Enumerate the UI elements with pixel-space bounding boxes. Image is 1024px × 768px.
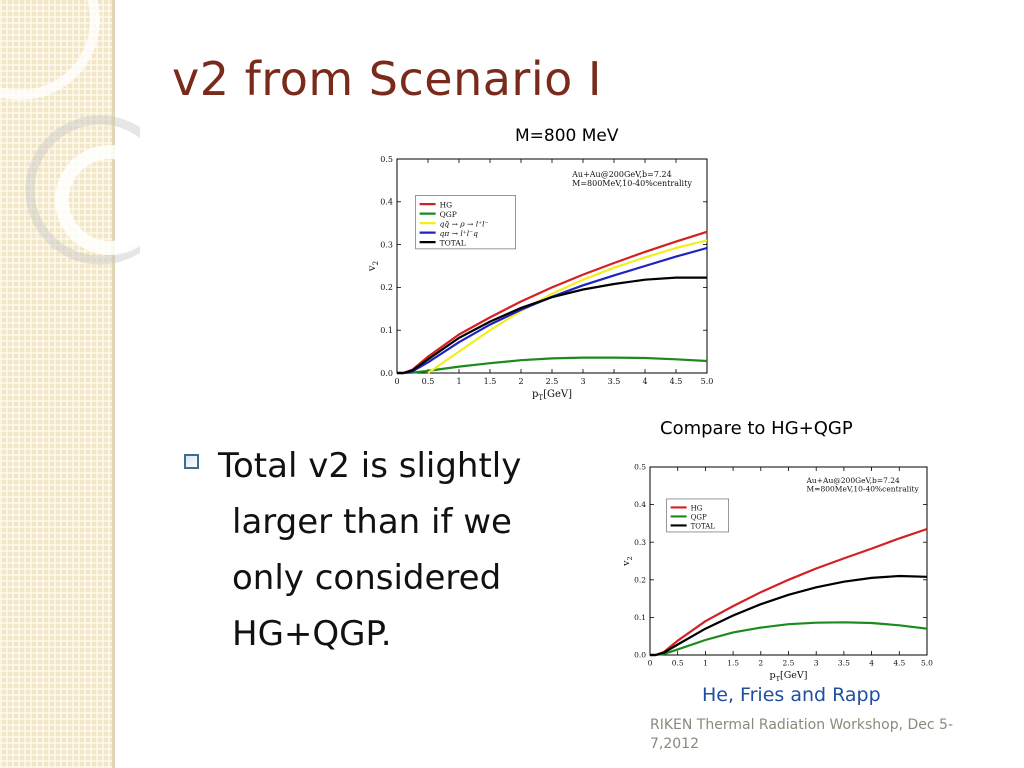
x-tick-label: 5.0 bbox=[701, 377, 714, 386]
bullet-text: Total v2 is slightly larger than if we o… bbox=[218, 438, 584, 662]
x-tick-label: 3.5 bbox=[608, 377, 621, 386]
chart-annotation: M=800MeV,10-40%centrality bbox=[572, 179, 692, 188]
legend-label: HG bbox=[691, 505, 703, 513]
y-tick-label: 0.1 bbox=[380, 326, 393, 335]
x-tick-label: 0.5 bbox=[422, 377, 435, 386]
legend-label: TOTAL bbox=[440, 239, 466, 248]
chart-svg: 0 0.5 1 1.5 2 2.5 3 3.5 4 4.5 5.0 0.0 0.1 0.2 0.3 0.4 0.… bbox=[614, 458, 944, 686]
x-tick-label: 0.5 bbox=[672, 659, 684, 668]
x-tick-label: 4 bbox=[642, 377, 647, 386]
y-axis-label: v2 bbox=[621, 556, 634, 567]
legend-label: TOTAL bbox=[691, 523, 716, 531]
chart-top: 0 0.5 1 1.5 2 2.5 3 3.5 4 4.5 5.0 0.0 0.1 0.2 0.3 0.4 0.… bbox=[360, 148, 725, 410]
x-axis-label: pT[GeV] bbox=[532, 389, 572, 402]
plot-frame bbox=[397, 159, 707, 373]
bullet-line: HG+QGP. bbox=[218, 606, 584, 662]
legend-label: qπ → l⁺l⁻q bbox=[440, 229, 478, 238]
x-tick-label: 1.5 bbox=[727, 659, 739, 668]
chart-annotation: Au+Au@200GeV,b=7.24 bbox=[571, 170, 672, 179]
chart-top-caption: M=800 MeV bbox=[515, 126, 619, 146]
x-axis-label: pT[GeV] bbox=[769, 670, 807, 683]
x-tick-label: 1.5 bbox=[484, 377, 497, 386]
footer-text: RIKEN Thermal Radiation Workshop, Dec 5-… bbox=[650, 716, 960, 754]
bullet-line: only considered bbox=[218, 550, 584, 606]
x-tick-label: 2 bbox=[758, 659, 763, 668]
bullet-line: Total v2 is slightly bbox=[218, 438, 584, 494]
bullet-line: larger than if we bbox=[218, 494, 584, 550]
y-tick-label: 0.2 bbox=[380, 283, 393, 292]
x-tick-label: 2.5 bbox=[546, 377, 559, 386]
legend-label: QGP bbox=[440, 210, 457, 219]
x-tick-label: 1 bbox=[456, 377, 461, 386]
x-tick-label: 4.5 bbox=[670, 377, 683, 386]
checkbox-bullet-icon bbox=[184, 454, 199, 469]
bullet-point: Total v2 is slightly larger than if we o… bbox=[184, 438, 584, 662]
x-tick-label: 4.5 bbox=[893, 659, 905, 668]
chart-bottom-caption: Compare to HG+QGP bbox=[660, 418, 853, 439]
legend-label: HG bbox=[440, 201, 453, 210]
x-tick-label: 0 bbox=[394, 377, 399, 386]
credit-text: He, Fries and Rapp bbox=[702, 684, 881, 706]
y-tick-label: 0.4 bbox=[380, 198, 393, 207]
plot-frame bbox=[650, 467, 927, 655]
x-tick-label: 1 bbox=[703, 659, 708, 668]
x-tick-label: 3.5 bbox=[838, 659, 850, 668]
legend-label: QGP bbox=[691, 514, 707, 522]
y-tick-label: 0.0 bbox=[634, 651, 646, 660]
x-tick-label: 2 bbox=[518, 377, 523, 386]
y-axis-label: v2 bbox=[367, 261, 380, 272]
slide-title: v2 from Scenario I bbox=[172, 52, 602, 106]
y-tick-label: 0.2 bbox=[634, 575, 646, 584]
x-tick-label: 3 bbox=[814, 659, 819, 668]
y-tick-label: 0.5 bbox=[380, 155, 393, 164]
x-tick-label: 4 bbox=[869, 659, 874, 668]
x-tick-label: 3 bbox=[580, 377, 585, 386]
decorative-rings bbox=[0, 0, 140, 300]
y-tick-label: 0.4 bbox=[634, 500, 646, 509]
legend-label: qq̄ → ρ → l⁺l⁻ bbox=[440, 220, 489, 229]
x-tick-label: 2.5 bbox=[783, 659, 795, 668]
chart-svg: 0 0.5 1 1.5 2 2.5 3 3.5 4 4.5 5.0 0.0 0.1 0.2 0.3 0.4 0.… bbox=[360, 148, 725, 410]
y-tick-label: 0.5 bbox=[634, 463, 646, 472]
y-tick-label: 0.0 bbox=[380, 369, 393, 378]
x-tick-label: 5.0 bbox=[921, 659, 933, 668]
y-tick-label: 0.3 bbox=[380, 240, 393, 249]
y-tick-label: 0.1 bbox=[634, 613, 646, 622]
y-tick-label: 0.3 bbox=[634, 538, 646, 547]
x-tick-label: 0 bbox=[648, 659, 653, 668]
chart-annotation: M=800MeV,10-40%centrality bbox=[807, 484, 920, 493]
chart-bottom: 0 0.5 1 1.5 2 2.5 3 3.5 4 4.5 5.0 0.0 0.1 0.2 0.3 0.4 0.… bbox=[614, 458, 944, 686]
